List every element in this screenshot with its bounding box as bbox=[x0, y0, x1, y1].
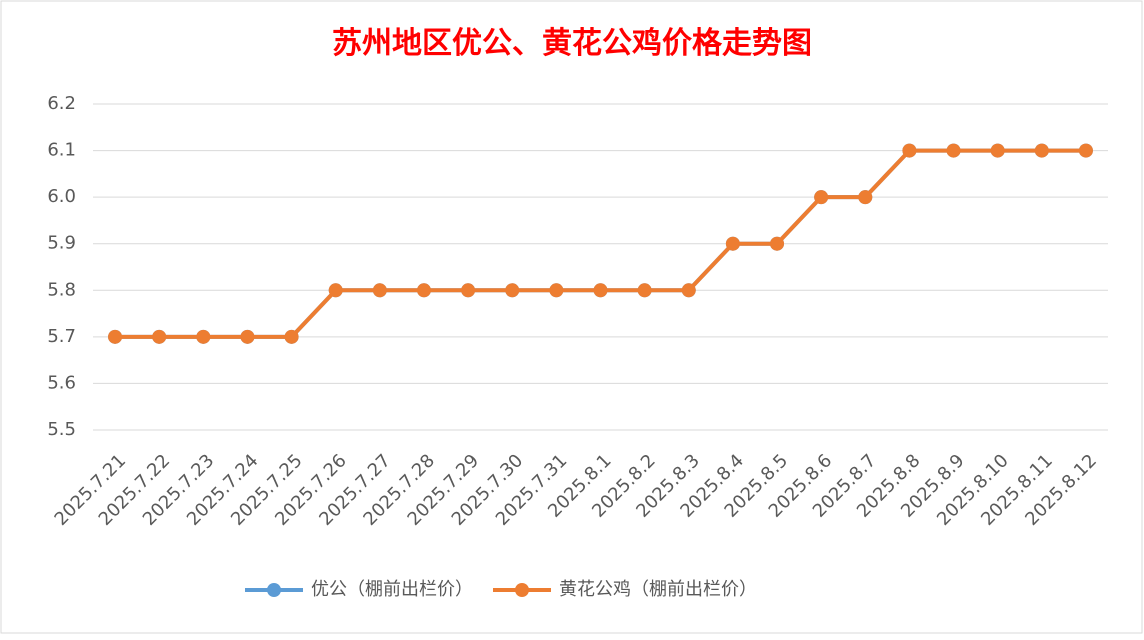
data-point bbox=[770, 236, 785, 251]
data-point bbox=[505, 283, 520, 298]
y-tick-label: 5.8 bbox=[47, 279, 76, 300]
y-tick-label: 6.2 bbox=[47, 93, 76, 114]
data-point bbox=[725, 236, 740, 251]
data-point bbox=[902, 143, 917, 158]
data-point bbox=[637, 283, 652, 298]
data-point bbox=[858, 190, 873, 205]
y-tick-label: 5.9 bbox=[47, 233, 76, 254]
legend-marker bbox=[267, 583, 281, 597]
y-tick-label: 5.7 bbox=[47, 326, 76, 347]
data-point bbox=[328, 283, 343, 298]
data-point bbox=[108, 329, 123, 344]
data-point bbox=[240, 329, 255, 344]
data-point bbox=[152, 329, 167, 344]
data-point bbox=[196, 329, 211, 344]
y-tick-label: 6.1 bbox=[47, 140, 76, 161]
legend-label: 黄花公鸡（棚前出栏价） bbox=[559, 579, 757, 600]
data-point bbox=[1034, 143, 1049, 158]
data-point bbox=[284, 329, 299, 344]
data-point bbox=[814, 190, 829, 205]
data-point bbox=[372, 283, 387, 298]
data-point bbox=[416, 283, 431, 298]
data-point bbox=[1078, 143, 1093, 158]
data-point bbox=[990, 143, 1005, 158]
chart-title: 苏州地区优公、黄花公鸡价格走势图 bbox=[332, 26, 812, 61]
data-point bbox=[549, 283, 564, 298]
y-tick-label: 6.0 bbox=[47, 186, 76, 207]
data-point bbox=[946, 143, 961, 158]
legend-label: 优公（棚前出栏价） bbox=[311, 579, 473, 600]
data-point bbox=[681, 283, 696, 298]
legend-marker bbox=[515, 583, 529, 597]
data-point bbox=[593, 283, 608, 298]
data-point bbox=[461, 283, 476, 298]
y-tick-label: 5.5 bbox=[47, 419, 76, 440]
y-tick-label: 5.6 bbox=[47, 372, 76, 393]
